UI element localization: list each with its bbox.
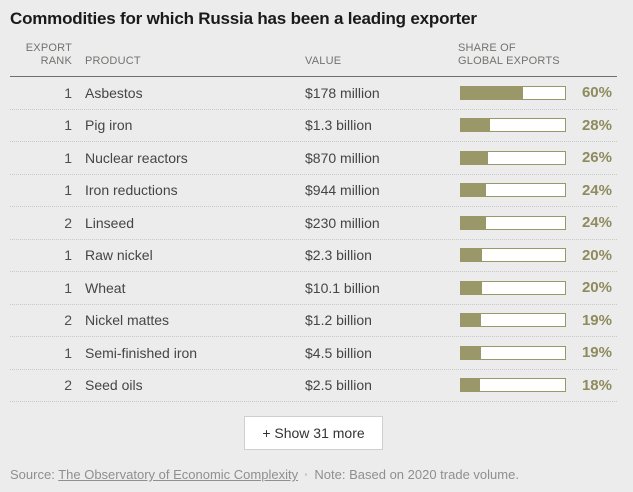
table-row: 1 Pig iron $1.3 billion 28%: [10, 110, 617, 142]
table-row: 2 Seed oils $2.5 billion 18%: [10, 370, 617, 402]
export-rank-cell: 2: [64, 214, 72, 231]
export-rank-cell: 1: [64, 344, 72, 361]
source-link[interactable]: The Observatory of Economic Complexity: [58, 467, 299, 482]
share-percent-label: 26%: [581, 149, 612, 167]
table-row: 2 Linseed $230 million 24%: [10, 207, 617, 240]
footer: Source: The Observatory of Economic Comp…: [10, 467, 617, 482]
page-title: Commodities for which Russia has been a …: [10, 9, 477, 28]
share-percent-label: 60%: [581, 84, 612, 102]
product-cell: Pig iron: [85, 117, 133, 134]
table-row: 1 Wheat $10.1 billion 20%: [10, 272, 617, 305]
product-cell: Linseed: [85, 214, 135, 231]
share-bar-fill: [461, 184, 486, 197]
share-cell: 26%: [458, 149, 617, 166]
table-row: 1 Nuclear reactors $870 million 26%: [10, 142, 617, 175]
share-bar-fill: [461, 379, 480, 392]
value-cell: $944 million: [305, 182, 380, 199]
share-cell: 24%: [458, 214, 617, 231]
product-cell: Raw nickel: [85, 247, 153, 264]
product-cell: Iron reductions: [85, 182, 178, 199]
share-bar-fill: [461, 86, 524, 99]
share-cell: 19%: [458, 344, 617, 361]
share-percent-label: 24%: [581, 214, 612, 232]
table-body: 1 Asbestos $178 million 60% 1 Pig iron $…: [10, 77, 617, 402]
product-cell: Wheat: [85, 279, 126, 296]
value-cell: $2.3 billion: [305, 247, 372, 264]
table-row: 1 Iron reductions $944 million 24%: [10, 175, 617, 207]
column-header-share: SHARE OF GLOBAL EXPORTS: [458, 42, 617, 68]
share-cell: 24%: [458, 182, 617, 199]
share-bar: [460, 118, 566, 133]
share-cell: 20%: [458, 279, 617, 296]
value-cell: $230 million: [305, 214, 380, 231]
column-header-export-rank-line1: EXPORT: [25, 42, 72, 54]
table-header-row: EXPORT RANK PRODUCT VALUE SHARE OF GLOBA…: [10, 42, 617, 77]
share-bar: [460, 280, 566, 295]
share-percent-label: 19%: [581, 344, 612, 362]
share-bar: [460, 345, 566, 360]
export-rank-cell: 1: [64, 279, 72, 296]
share-cell: 20%: [458, 247, 617, 264]
share-bar-fill: [461, 314, 481, 327]
share-bar-fill: [461, 151, 489, 164]
share-percent-label: 20%: [581, 246, 612, 264]
export-rank-cell: 2: [64, 377, 72, 394]
export-rank-cell: 1: [64, 84, 72, 101]
column-header-export-rank-line2: RANK: [40, 55, 72, 67]
export-rank-cell: 1: [64, 149, 72, 166]
value-cell: $870 million: [305, 149, 380, 166]
source-prefix: Source:: [10, 467, 55, 482]
table-row: 1 Asbestos $178 million 60%: [10, 77, 617, 110]
export-rank-cell: 2: [64, 312, 72, 329]
share-percent-label: 28%: [581, 116, 612, 134]
show-more-button[interactable]: + Show 31 more: [244, 416, 383, 450]
column-header-share-line1: SHARE OF: [458, 42, 516, 54]
product-cell: Asbestos: [85, 84, 143, 101]
share-bar: [460, 150, 566, 165]
value-cell: $10.1 billion: [305, 279, 380, 296]
share-percent-label: 19%: [581, 311, 612, 329]
column-header-share-line2: GLOBAL EXPORTS: [458, 55, 560, 67]
export-rank-cell: 1: [64, 117, 72, 134]
show-more-container: + Show 31 more: [10, 416, 617, 450]
share-percent-label: 24%: [581, 181, 612, 199]
share-bar: [460, 248, 566, 263]
share-bar-fill: [461, 249, 482, 262]
export-rank-cell: 1: [64, 247, 72, 264]
product-cell: Seed oils: [85, 377, 143, 394]
share-bar: [460, 378, 566, 393]
value-cell: $4.5 billion: [305, 344, 372, 361]
product-cell: Nickel mattes: [85, 312, 170, 329]
share-bar-fill: [461, 216, 486, 229]
table-row: 2 Nickel mattes $1.2 billion 19%: [10, 305, 617, 337]
column-header-export-rank: EXPORT RANK: [10, 42, 85, 68]
share-cell: 60%: [458, 84, 617, 101]
column-header-product: PRODUCT: [85, 55, 141, 67]
share-cell: 18%: [458, 377, 617, 394]
value-cell: $2.5 billion: [305, 377, 372, 394]
share-bar-fill: [461, 346, 481, 359]
share-percent-label: 18%: [581, 376, 612, 394]
footer-separator: ·: [304, 467, 309, 482]
table-row: 1 Semi-finished iron $4.5 billion 19%: [10, 337, 617, 370]
share-bar: [460, 215, 566, 230]
value-cell: $1.3 billion: [305, 117, 372, 134]
share-bar: [460, 85, 566, 100]
product-cell: Semi-finished iron: [85, 344, 198, 361]
share-percent-label: 20%: [581, 279, 612, 297]
table-row: 1 Raw nickel $2.3 billion 20%: [10, 240, 617, 272]
share-bar-fill: [461, 119, 491, 132]
value-cell: $178 million: [305, 84, 380, 101]
share-bar: [460, 183, 566, 198]
share-cell: 28%: [458, 117, 617, 134]
share-bar-fill: [461, 281, 482, 294]
share-bar: [460, 313, 566, 328]
footer-note: Note: Based on 2020 trade volume.: [314, 467, 519, 482]
value-cell: $1.2 billion: [305, 312, 372, 329]
product-cell: Nuclear reactors: [85, 149, 188, 166]
column-header-value: VALUE: [305, 55, 342, 67]
export-rank-cell: 1: [64, 182, 72, 199]
share-cell: 19%: [458, 312, 617, 329]
